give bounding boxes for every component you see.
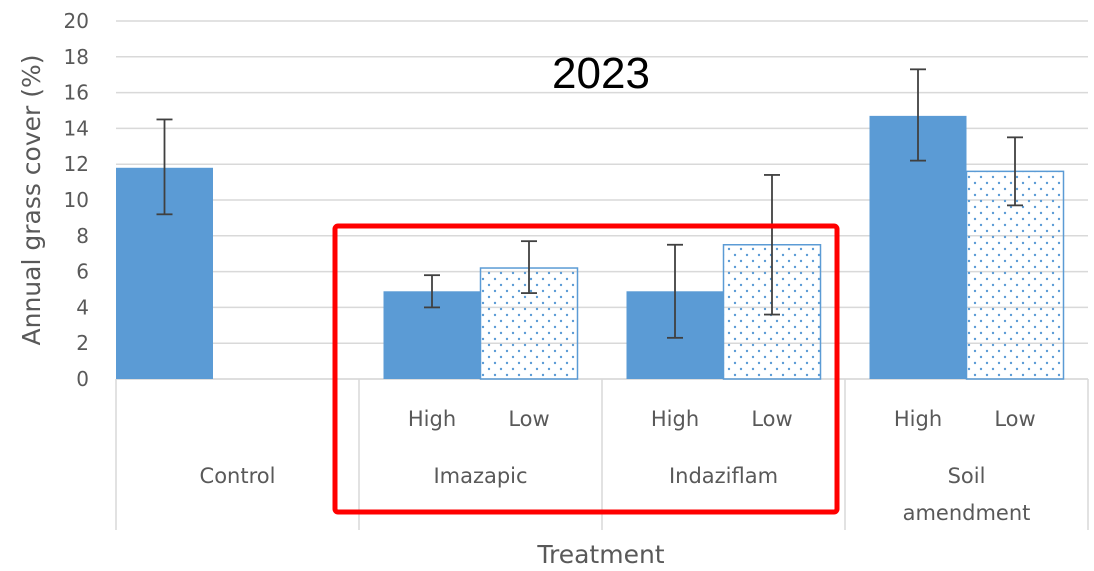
- y-axis-title: Annual grass cover (%): [17, 54, 46, 345]
- level-label: Low: [994, 407, 1035, 431]
- level-label: High: [408, 407, 456, 431]
- y-tick-label: 8: [76, 224, 89, 248]
- bars: [116, 115, 1065, 380]
- level-label: Low: [508, 407, 549, 431]
- level-label: High: [894, 407, 942, 431]
- category-label: Imazapic: [433, 464, 527, 488]
- y-tick-label: 4: [76, 295, 89, 319]
- y-tick-label: 6: [76, 260, 89, 284]
- level-label: High: [651, 407, 699, 431]
- y-tick-labels: 0 2 4 6 8 10 12 14 16 18 20: [64, 9, 89, 391]
- error-bars: [156, 68, 1023, 339]
- y-tick-label: 10: [64, 188, 89, 212]
- x-axis-title: Treatment: [536, 540, 664, 569]
- category-axis: Control High Low Imazapic High Low Indaziflam H…: [115, 378, 1089, 530]
- chart-title: 2023: [552, 49, 650, 98]
- category-label: Soil: [948, 464, 986, 488]
- y-tick-label: 0: [76, 367, 89, 391]
- level-label: Low: [751, 407, 792, 431]
- y-tick-label: 16: [64, 81, 89, 105]
- category-label: amendment: [903, 501, 1031, 525]
- gridlines: [116, 20, 1088, 380]
- y-tick-label: 2: [76, 331, 89, 355]
- category-label: Indaziflam: [669, 464, 778, 488]
- y-tick-label: 20: [64, 9, 89, 33]
- category-label: Control: [200, 464, 276, 488]
- y-tick-label: 14: [64, 116, 89, 140]
- highlight-box: [332, 223, 840, 515]
- y-tick-label: 18: [64, 45, 89, 69]
- y-tick-label: 12: [64, 152, 89, 176]
